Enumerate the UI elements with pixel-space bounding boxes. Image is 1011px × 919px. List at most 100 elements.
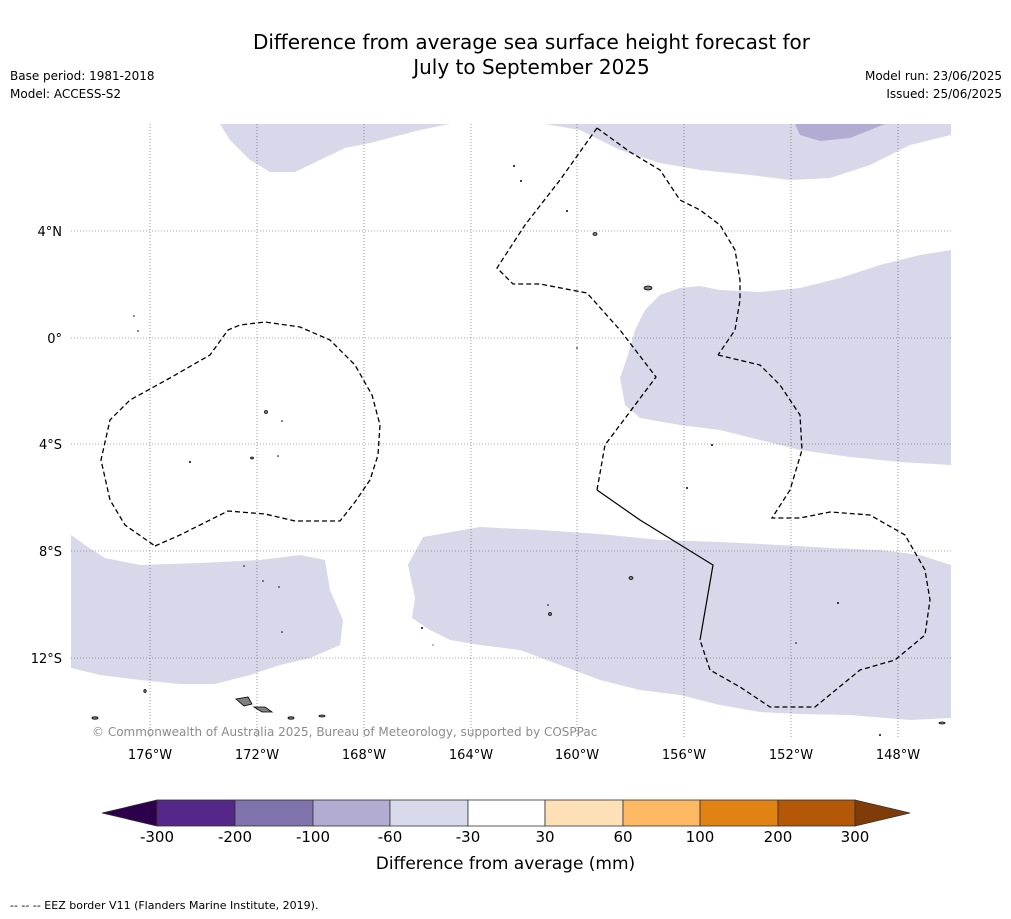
island-samoa-1	[235, 696, 253, 707]
eez-borders	[100, 127, 931, 708]
atoll	[879, 734, 881, 736]
lat-label-0: 0°	[47, 332, 62, 347]
island-small	[143, 689, 147, 693]
atoll	[137, 330, 139, 332]
anomaly-region-central-east	[620, 250, 951, 465]
colorbar-bin	[622, 799, 701, 827]
lon-label-172w: 172°W	[235, 748, 279, 763]
colorbar-label: Difference from average (mm)	[375, 854, 636, 874]
meta-left: Base period: 1981-2018 Model: ACCESS-S2	[10, 67, 155, 103]
island-samoa-2	[252, 706, 274, 713]
lon-label-148w: 148°W	[876, 748, 920, 763]
lat-label-8s: 8°S	[39, 545, 62, 560]
atoll	[547, 604, 549, 606]
map-title: Difference from average sea surface heig…	[0, 30, 1011, 80]
meta-right: Model run: 23/06/2025 Issued: 25/06/2025	[865, 67, 1002, 103]
eez-border-west	[100, 321, 381, 547]
colorbar-tick: -200	[217, 828, 253, 846]
atoll	[133, 315, 135, 317]
colorbar-bin	[389, 799, 469, 827]
model-run: Model run: 23/06/2025	[864, 69, 1002, 83]
colorbar-extend-high	[854, 799, 911, 827]
islands	[91, 232, 946, 725]
lon-label-164w: 164°W	[449, 748, 493, 763]
island-small	[938, 721, 946, 725]
anomaly-region-north-east	[545, 124, 951, 180]
atolls	[133, 165, 881, 736]
atoll	[686, 487, 688, 489]
eez-border-line-upper	[596, 127, 741, 356]
eez-border-east-south	[699, 354, 931, 708]
atoll	[243, 565, 245, 567]
anomaly-region-north-west	[220, 124, 450, 172]
graticule	[71, 124, 951, 737]
island-small	[643, 285, 653, 291]
model-name: Model: ACCESS-S2	[10, 87, 122, 101]
lat-label-4s: 4°S	[39, 438, 62, 453]
atoll	[189, 461, 191, 463]
anomaly-region-north-east-deep	[795, 124, 885, 141]
anomaly-region-south-west	[71, 535, 343, 684]
map-area	[71, 124, 951, 737]
atoll	[432, 644, 434, 646]
colorbar-tick: 100	[685, 828, 715, 846]
colorbar-bin	[156, 799, 236, 827]
atoll	[281, 420, 283, 422]
colorbar-tick: 200	[763, 828, 793, 846]
atoll	[281, 631, 283, 633]
island-small	[318, 714, 326, 718]
colorbar-tick: 60	[613, 828, 633, 846]
colorbar-bin	[777, 799, 856, 827]
lon-label-156w: 156°W	[662, 748, 706, 763]
lat-label-12s: 12°S	[31, 652, 62, 667]
atoll	[262, 580, 264, 582]
anomaly-shading	[71, 124, 951, 720]
colorbar-tick: -60	[377, 828, 403, 846]
colorbar-bin	[467, 799, 546, 827]
colorbar-bin	[234, 799, 314, 827]
atoll	[278, 586, 280, 588]
colorbar-extend-low	[101, 799, 158, 827]
lon-label-160w: 160°W	[555, 748, 599, 763]
island-small	[264, 410, 268, 414]
lat-labels: 4°N 0° 4°S 8°S 12°S	[31, 225, 62, 667]
lat-label-4n: 4°N	[38, 225, 63, 240]
atoll	[520, 180, 522, 182]
atoll	[711, 444, 713, 446]
colorbar-bin	[544, 799, 624, 827]
colorbar-bin	[312, 799, 391, 827]
island-small	[548, 612, 552, 616]
issued-date: Issued: 25/06/2025	[886, 87, 1002, 101]
atoll	[513, 165, 515, 167]
lon-labels: 176°W 172°W 168°W 164°W 160°W 156°W 152°…	[128, 748, 920, 763]
island-small	[592, 232, 598, 236]
lon-label-176w: 176°W	[128, 748, 172, 763]
atoll	[837, 602, 839, 604]
title-line-2: July to September 2025	[413, 55, 650, 79]
atoll	[576, 347, 578, 349]
eez-border-east-north	[496, 127, 657, 491]
colorbar	[101, 799, 911, 827]
colorbar-tick: 300	[840, 828, 870, 846]
atoll	[795, 642, 797, 644]
eez-footnote: -- -- -- EEZ border V11 (Flanders Marine…	[10, 899, 319, 912]
island-small	[287, 716, 295, 720]
title-line-1: Difference from average sea surface heig…	[252, 30, 811, 54]
atoll	[421, 627, 423, 629]
island-small	[628, 576, 634, 580]
base-period: Base period: 1981-2018	[10, 69, 155, 83]
lon-label-168w: 168°W	[342, 748, 386, 763]
eez-border-solid	[596, 489, 714, 641]
lon-label-152w: 152°W	[769, 748, 813, 763]
colorbar-tick: -300	[139, 828, 175, 846]
atoll	[566, 210, 568, 212]
copyright-notice: © Commonwealth of Australia 2025, Bureau…	[92, 725, 597, 739]
island-small	[250, 456, 254, 460]
colorbar-tick: -100	[295, 828, 331, 846]
atoll	[277, 455, 279, 457]
colorbar-tick: -30	[455, 828, 481, 846]
island-small	[91, 716, 99, 720]
colorbar-tick: 30	[535, 828, 555, 846]
colorbar-bin	[699, 799, 779, 827]
